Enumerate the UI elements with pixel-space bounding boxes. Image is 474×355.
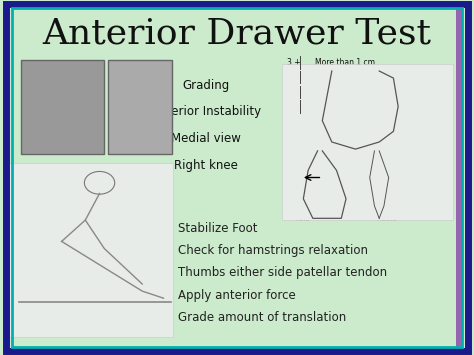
Text: Grade amount of translation: Grade amount of translation [178,311,346,323]
Text: Thumbs either side patellar tendon: Thumbs either side patellar tendon [178,267,387,279]
Text: Medial view: Medial view [171,132,241,145]
Text: Grading: Grading [182,79,230,92]
FancyBboxPatch shape [108,60,172,154]
Text: •: • [164,224,171,234]
Text: Check for hamstrings relaxation: Check for hamstrings relaxation [178,245,368,257]
Text: Less than 0.5 cm: Less than 0.5 cm [315,87,380,97]
Text: 1 +: 1 + [288,87,301,97]
Text: •: • [164,312,171,322]
FancyBboxPatch shape [9,163,173,337]
Text: Apply anterior force: Apply anterior force [178,289,295,301]
Text: 0: 0 [296,102,301,111]
FancyBboxPatch shape [282,64,453,220]
Text: •: • [164,290,171,300]
Text: Femur: Femur [392,127,413,132]
Text: Anterior Instability: Anterior Instability [151,105,261,118]
Text: No movement: No movement [315,102,369,111]
Text: Tibia: Tibia [292,216,310,222]
Text: 3 +: 3 + [287,58,301,67]
Text: 2 +: 2 + [288,72,301,82]
Text: Stabilize Foot: Stabilize Foot [178,223,257,235]
Text: Anterior Drawer Test: Anterior Drawer Test [43,17,431,51]
Text: Fibula: Fibula [376,216,397,222]
Text: •: • [164,246,171,256]
FancyBboxPatch shape [21,60,104,154]
FancyBboxPatch shape [456,8,462,347]
Text: 0.5 to 1 cm: 0.5 to 1 cm [315,72,358,82]
Text: Right knee: Right knee [174,159,238,171]
Text: •: • [164,268,171,278]
Text: More than 1 cm: More than 1 cm [315,58,375,67]
